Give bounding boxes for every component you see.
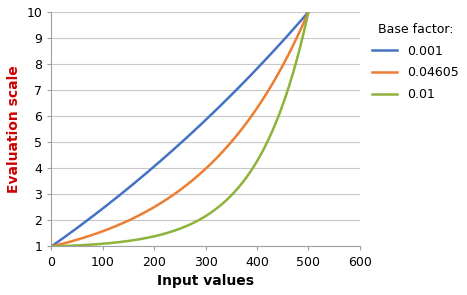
X-axis label: Input values: Input values bbox=[157, 274, 254, 288]
0.04605 bbox=[62, 241, 67, 245]
0.01 bbox=[298, 42, 304, 46]
0.01 bbox=[305, 10, 311, 14]
0.01 bbox=[167, 230, 172, 234]
0.01 bbox=[174, 228, 179, 232]
0.01 bbox=[251, 165, 256, 168]
0.001 bbox=[251, 70, 256, 74]
Line: 0.04605: 0.04605 bbox=[51, 12, 308, 246]
0.001 bbox=[62, 235, 67, 239]
0.04605 bbox=[298, 27, 304, 31]
0.04605 bbox=[167, 196, 172, 199]
Legend: 0.001, 0.04605, 0.01: 0.001, 0.04605, 0.01 bbox=[372, 23, 459, 101]
0.04605 bbox=[298, 27, 304, 31]
0.01 bbox=[49, 245, 54, 248]
0.001 bbox=[305, 10, 311, 14]
0.01 bbox=[298, 42, 304, 46]
0.04605 bbox=[251, 111, 256, 114]
0.001 bbox=[298, 19, 304, 22]
0.04605 bbox=[49, 245, 54, 248]
0.001 bbox=[298, 19, 304, 22]
Line: 0.01: 0.01 bbox=[51, 12, 308, 246]
0.001 bbox=[167, 151, 172, 155]
0.04605 bbox=[305, 10, 311, 14]
0.01 bbox=[62, 244, 67, 248]
0.001 bbox=[49, 245, 54, 248]
Y-axis label: Evaluation scale: Evaluation scale bbox=[7, 65, 21, 193]
Line: 0.001: 0.001 bbox=[51, 12, 308, 246]
0.001 bbox=[174, 145, 179, 149]
0.04605 bbox=[174, 191, 179, 194]
